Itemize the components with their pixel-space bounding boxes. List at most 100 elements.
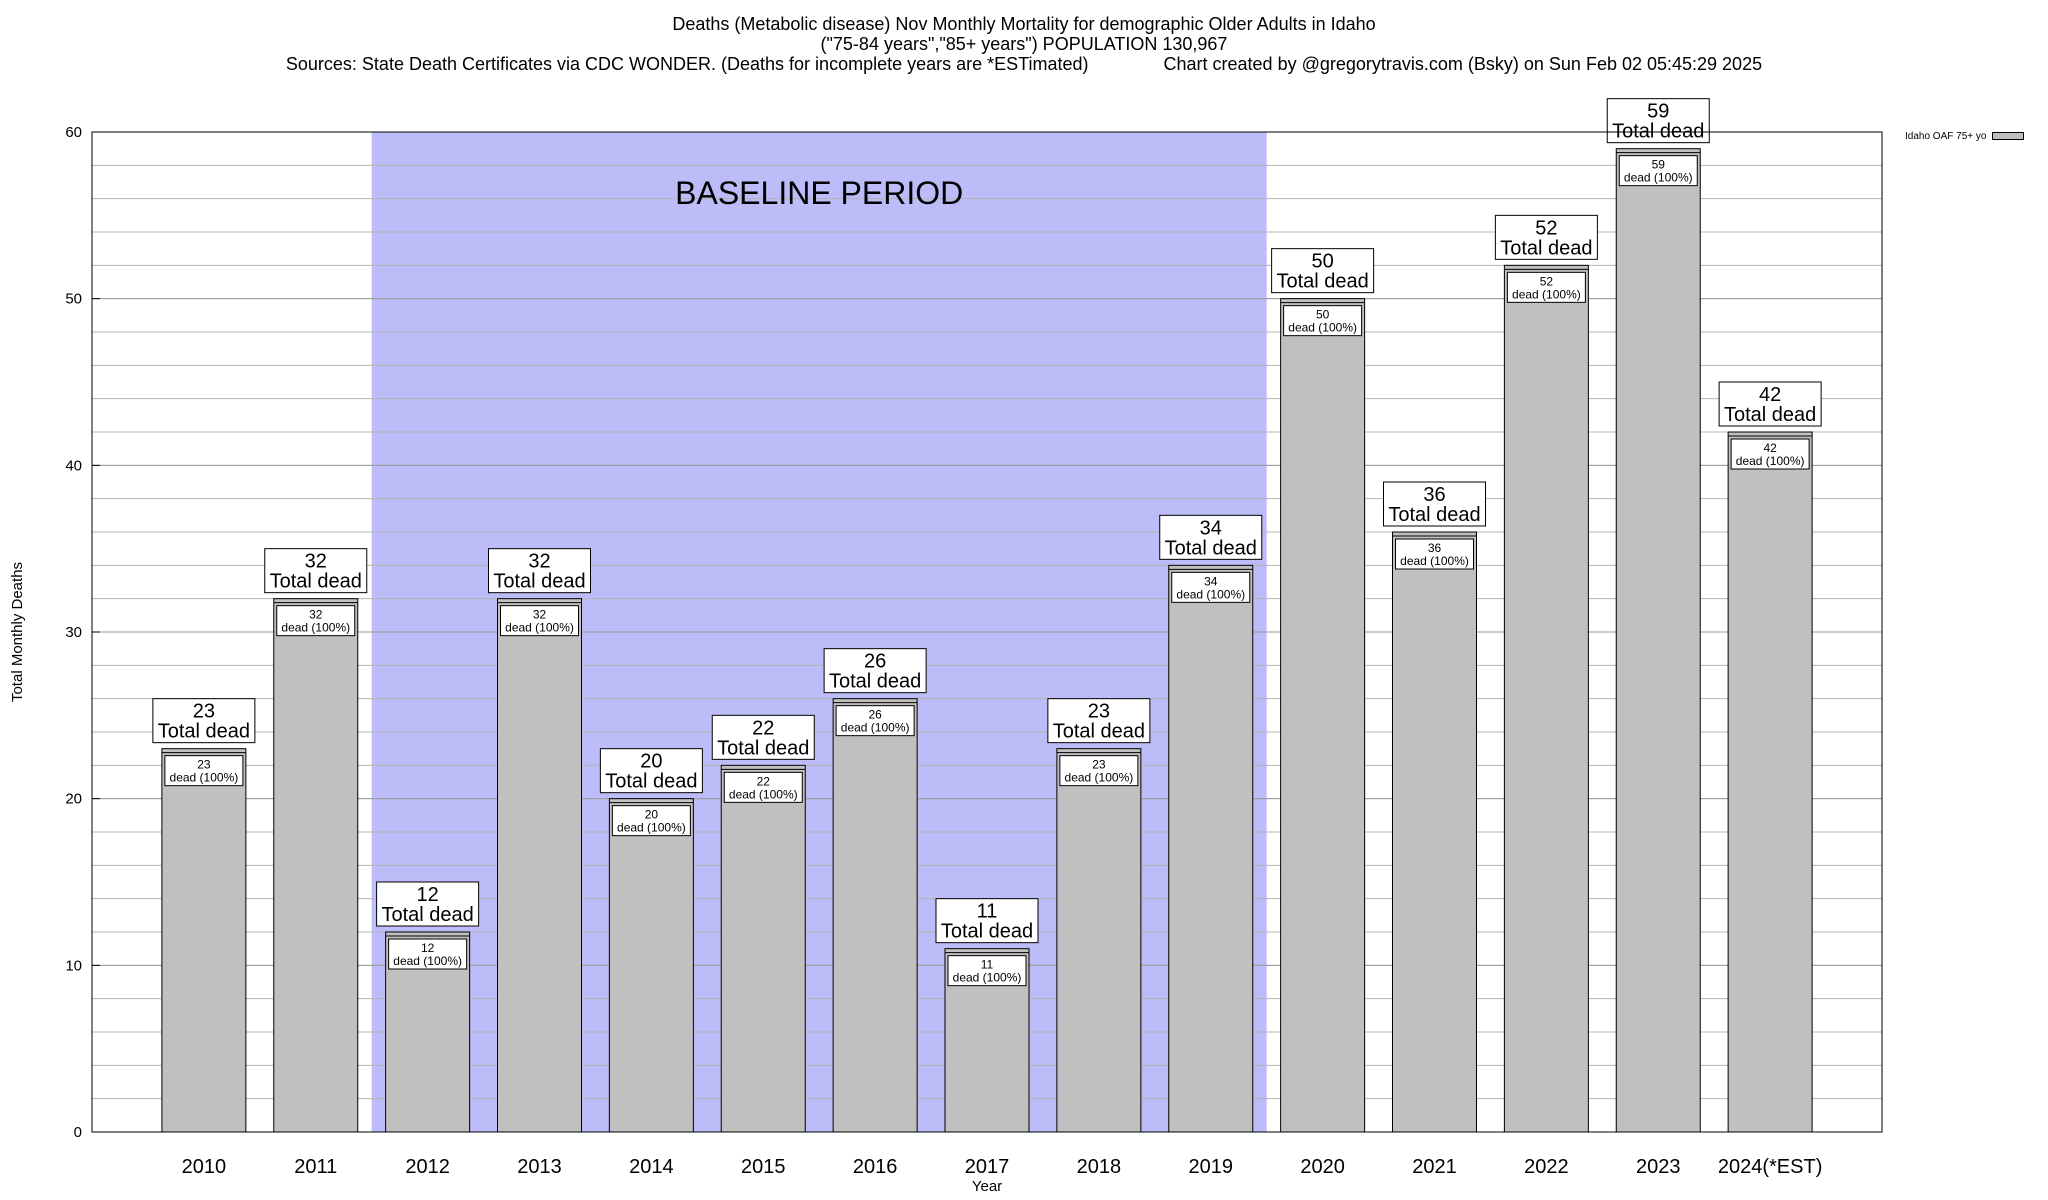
- bar-total-label-box: [1383, 481, 1486, 527]
- bar: [1503, 264, 1589, 1133]
- plot-frame: [91, 131, 1883, 1133]
- chart-sources: Sources: State Death Certificates via CD…: [285, 54, 1763, 74]
- bar: [1727, 431, 1813, 1133]
- bar-total-caption: Total dead: [1388, 504, 1480, 526]
- bar-inner-label-box: [1283, 305, 1363, 337]
- bar-inner-value: 22: [757, 774, 771, 788]
- bar-inner-caption: dead (100%): [953, 971, 1022, 985]
- bar-total-label-box: [1271, 248, 1375, 294]
- bar-inner-caption: dead (100%): [505, 621, 574, 635]
- bar-inner-label-box: [388, 938, 468, 970]
- bar-inner-value: 52: [1540, 274, 1554, 288]
- bar: [1392, 531, 1477, 1133]
- y-tick-label: 40: [65, 457, 82, 474]
- bar-total-label-box: [152, 698, 256, 744]
- bar-inner-label-box: [611, 805, 691, 837]
- y-tick-label: 0: [74, 1124, 82, 1141]
- bar-inner-caption: dead (100%): [393, 954, 462, 968]
- bar: [1056, 748, 1142, 1133]
- y-tick-label: 10: [65, 957, 82, 974]
- bar-inner-caption: dead (100%): [1512, 287, 1581, 301]
- bar-inner-caption: dead (100%): [1736, 454, 1805, 468]
- bar-inner-value: 42: [1763, 441, 1777, 455]
- legend: Idaho OAF 75+ yo: [1905, 131, 2025, 142]
- bar-total-value: 23: [193, 701, 215, 723]
- bar-total-label-box: [376, 881, 480, 927]
- bar-inner-label-box: [276, 605, 356, 637]
- bar-total-value: 22: [752, 717, 774, 739]
- x-tick-label: 2014: [629, 1156, 674, 1178]
- y-tick-label: 20: [65, 791, 82, 808]
- x-tick-label: 2019: [1189, 1156, 1234, 1178]
- bar-total-caption: Total dead: [158, 721, 250, 743]
- x-tick-label: 2012: [405, 1156, 450, 1178]
- bar: [161, 748, 247, 1133]
- x-tick-label: 2023: [1636, 1156, 1681, 1178]
- bar-inner-value: 11: [981, 958, 994, 972]
- bar-inner-caption: dead (100%): [1624, 171, 1693, 185]
- x-tick-label: 2013: [517, 1156, 562, 1178]
- x-axis-title: Year: [972, 1178, 1002, 1195]
- bar-total-caption: Total dead: [1724, 404, 1816, 426]
- bar-total-caption: Total dead: [270, 571, 362, 593]
- bar: [1280, 298, 1366, 1133]
- bar-inner-label-box: [723, 771, 803, 803]
- bar-total-value: 32: [528, 551, 550, 573]
- bar-inner-value: 32: [309, 608, 323, 622]
- bar-total-value: 20: [640, 751, 662, 773]
- x-tick-label: 2024(*EST): [1718, 1156, 1823, 1178]
- bar-inner-caption: dead (100%): [729, 787, 798, 801]
- x-tick-label: 2010: [182, 1156, 227, 1178]
- bar-inner-value: 34: [1204, 574, 1218, 588]
- x-tick-label: 2022: [1524, 1156, 1569, 1178]
- bar-total-caption: Total dead: [1500, 237, 1592, 259]
- legend-label: Idaho OAF 75+ yo: [1905, 131, 1987, 142]
- bar-total-caption: Total dead: [829, 671, 921, 693]
- bar-total-label-box: [1718, 381, 1822, 427]
- legend-swatch: [1992, 132, 2025, 141]
- x-tick-label: 2021: [1412, 1156, 1457, 1178]
- bar-inner-caption: dead (100%): [1288, 321, 1357, 335]
- bar-inner-label-box: [1506, 271, 1586, 303]
- bar-inner-caption: dead (100%): [170, 771, 239, 785]
- y-tick-label: 30: [65, 624, 82, 641]
- bar-inner-value: 12: [421, 941, 435, 955]
- bar-inner-label-box: [947, 955, 1027, 987]
- bar-total-caption: Total dead: [1276, 271, 1368, 293]
- chart-subtitle: ("75-84 years","85+ years") POPULATION 1…: [820, 34, 1228, 54]
- bar-total-label-box: [1047, 698, 1151, 744]
- bar-inner-label-box: [1395, 538, 1474, 570]
- bar-inner-caption: dead (100%): [1065, 771, 1134, 785]
- bar-inner-value: 59: [1652, 158, 1666, 172]
- bar: [832, 698, 918, 1133]
- bar-total-label-box: [599, 748, 703, 794]
- x-tick-label: 2016: [853, 1156, 898, 1178]
- chart-title: Deaths (Metabolic disease) Nov Monthly M…: [672, 14, 1376, 34]
- bar-total-caption: Total dead: [941, 921, 1033, 943]
- x-tick-label: 2011: [294, 1156, 337, 1178]
- bar-total-label-box: [1159, 514, 1263, 560]
- bar-total-value: 12: [417, 884, 439, 906]
- bar-total-label-box: [264, 548, 368, 594]
- bar-total-caption: Total dead: [493, 571, 585, 593]
- bar-total-caption: Total dead: [1165, 537, 1257, 559]
- bar-total-label-box: [711, 714, 815, 760]
- bar-inner-value: 23: [197, 758, 211, 772]
- baseline-period-label: BASELINE PERIOD: [675, 175, 963, 211]
- bar: [720, 764, 806, 1133]
- bar-total-caption: Total dead: [1053, 721, 1145, 743]
- bar-inner-caption: dead (100%): [841, 721, 910, 735]
- bar-total-value: 50: [1312, 251, 1334, 273]
- bar-total-value: 42: [1759, 384, 1781, 406]
- y-tick-label: 50: [65, 291, 82, 308]
- bar-total-caption: Total dead: [717, 737, 809, 759]
- bar-total-label-box: [823, 648, 927, 694]
- bar-inner-caption: dead (100%): [617, 821, 686, 835]
- bar-total-label-box: [935, 898, 1039, 944]
- x-tick-label: 2020: [1300, 1156, 1345, 1178]
- bar-inner-caption: dead (100%): [281, 621, 350, 635]
- bar-inner-value: 32: [533, 608, 547, 622]
- x-tick-label: 2017: [965, 1156, 1010, 1178]
- bar-inner-caption: dead (100%): [1400, 554, 1469, 568]
